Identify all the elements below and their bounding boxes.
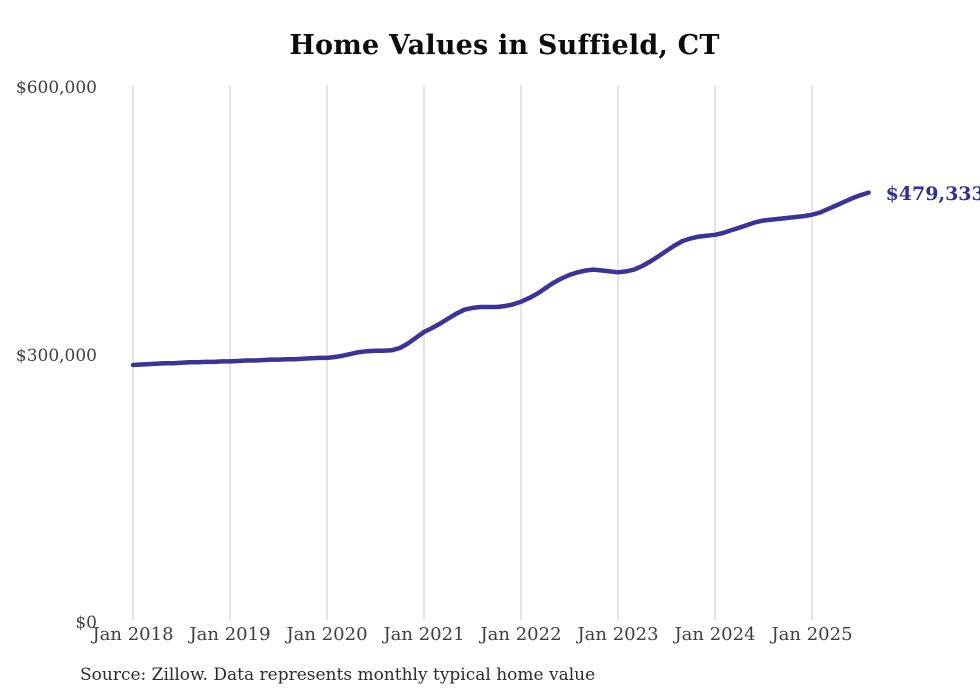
x-axis-tick-label: Jan 2023 — [577, 624, 659, 645]
source-note: Source: Zillow. Data represents monthly … — [80, 665, 596, 685]
x-axis-tick-label: Jan 2021 — [383, 624, 465, 645]
y-axis-tick-label: $300,000 — [15, 345, 97, 366]
chart-title: Home Values in Suffield, CT — [289, 30, 720, 61]
home-value-series-line — [130, 190, 871, 368]
y-axis-tick-label: $0 — [75, 613, 97, 633]
y-axis-tick-label: $600,000 — [15, 78, 97, 98]
x-axis-tick-label: Jan 2020 — [286, 624, 368, 645]
x-axis-tick-label: Jan 2024 — [674, 624, 756, 645]
x-axis-tick-label: Jan 2025 — [771, 624, 853, 645]
x-axis-tick-label: Jan 2018 — [92, 624, 174, 645]
x-axis-tick-label: Jan 2019 — [189, 624, 271, 645]
x-axis-tick-label: Jan 2022 — [480, 624, 562, 645]
gridlines — [132, 85, 813, 620]
latest-value-label: $479,333 — [885, 182, 980, 205]
